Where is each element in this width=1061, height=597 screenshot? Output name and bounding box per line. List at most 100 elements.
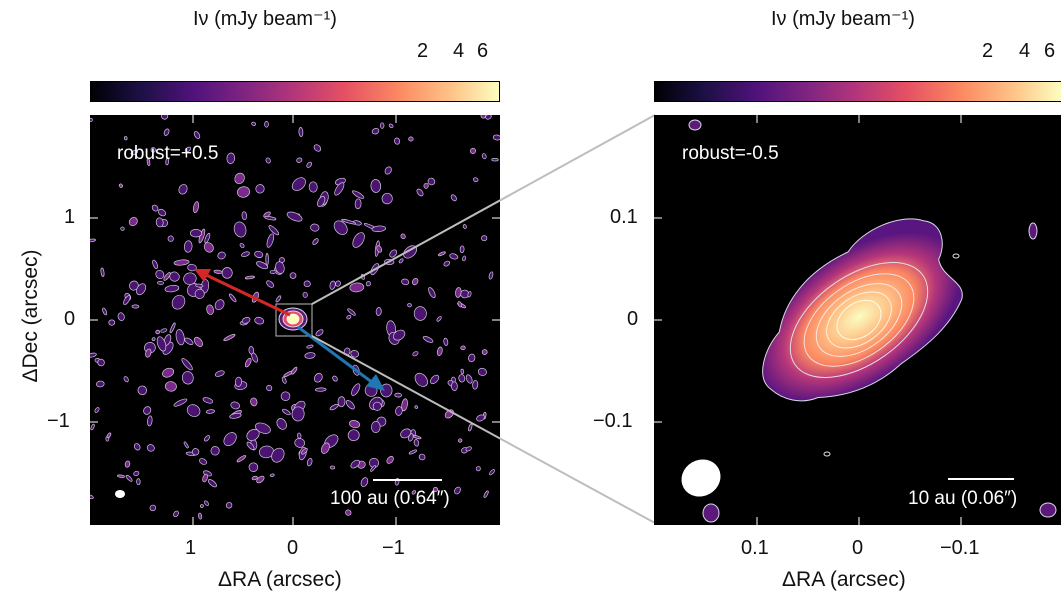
noise-blob — [147, 415, 153, 427]
noise-blob — [414, 372, 428, 387]
noise-blob — [203, 242, 214, 253]
noise-blob — [254, 316, 265, 325]
noise-blob — [386, 456, 394, 464]
noise-blob — [349, 420, 360, 429]
noise-blob — [163, 128, 170, 136]
noise-blob — [360, 477, 369, 487]
red-arrow — [201, 271, 291, 317]
noise-blob — [186, 404, 201, 417]
noise-blob — [155, 269, 165, 280]
noise-blob — [254, 250, 264, 258]
noise-blob — [416, 188, 424, 197]
noise-blob — [151, 204, 159, 212]
left-y-tick: −1 — [47, 410, 70, 432]
noise-blob — [146, 444, 155, 452]
noise-blob — [193, 201, 199, 214]
noise-blob — [349, 282, 365, 293]
noise-blob — [276, 418, 287, 430]
noise-blob — [184, 146, 191, 153]
noise-blob — [469, 147, 477, 154]
right-scalebar-label: 10 au (0.06″) — [908, 488, 1018, 509]
left-y-tick: 0 — [64, 308, 76, 330]
noise-blob — [380, 122, 385, 129]
noise-blob — [394, 392, 403, 398]
noise-blob — [214, 299, 225, 311]
noise-blob — [481, 349, 488, 355]
noise-blob — [436, 316, 442, 322]
left-x-tick: −1 — [382, 537, 405, 559]
left-colorbar-tick: 6 — [477, 40, 489, 62]
noise-blob — [90, 238, 96, 243]
right-x-tick: −0.1 — [940, 537, 980, 559]
noise-blob — [178, 184, 188, 195]
noise-blob — [120, 226, 125, 231]
noise-blob — [329, 280, 336, 290]
noise-blob — [239, 243, 245, 248]
noise-blob — [291, 406, 305, 422]
noise-blob — [223, 333, 236, 342]
noise-blob — [233, 221, 247, 238]
noise-blob — [462, 255, 467, 262]
noise-blob — [151, 337, 156, 341]
noise-blob — [169, 322, 176, 334]
noise-blob — [451, 381, 458, 391]
noise-blob — [226, 152, 236, 164]
noise-blob — [457, 301, 462, 308]
noise-blob — [164, 284, 180, 293]
noise-blob — [302, 291, 308, 298]
noise-blob — [428, 287, 436, 299]
noise-blob — [234, 376, 243, 387]
noise-blob — [345, 400, 355, 410]
noise-blob — [183, 441, 189, 449]
noise-blob — [150, 147, 156, 153]
noise-blob — [268, 225, 280, 236]
noise-blob — [286, 211, 303, 222]
noise-blob — [347, 308, 356, 316]
right-robust-label: robust=-0.5 — [682, 143, 779, 164]
noise-blob — [225, 502, 233, 509]
noise-blob — [236, 455, 247, 463]
noise-blob — [202, 397, 214, 404]
noise-blob — [206, 304, 214, 315]
central-source — [762, 218, 963, 402]
noise-blob — [294, 438, 306, 448]
noise-blob — [248, 462, 259, 472]
noise-blob — [306, 161, 313, 168]
noise-blob — [347, 429, 360, 442]
noise-blob — [476, 414, 485, 422]
noise-blob — [228, 293, 237, 303]
noise-blob — [265, 157, 271, 164]
right-colorbar-tick: 6 — [1044, 40, 1056, 62]
noise-blob — [438, 251, 446, 257]
left-robust-label: robust=+0.5 — [117, 143, 219, 164]
noise-blob — [297, 432, 302, 439]
noise-blob — [488, 271, 494, 280]
noise-blob — [125, 474, 133, 482]
noise-blob — [427, 177, 436, 186]
noise-blob — [449, 253, 459, 260]
noise-blob — [400, 428, 412, 439]
noise-blob — [96, 380, 105, 388]
noise-blob — [381, 192, 393, 205]
noise-blob — [117, 312, 125, 321]
noise-blob — [398, 258, 404, 264]
noise-blob — [223, 432, 237, 447]
noise-blob — [194, 288, 205, 299]
beam-ellipse — [681, 459, 721, 497]
noise-blob — [264, 121, 269, 128]
noise-blob — [265, 252, 269, 266]
noise-blob — [280, 391, 291, 401]
noise-blob — [408, 136, 414, 142]
noise-blob — [271, 447, 285, 463]
noise-blob — [90, 117, 93, 123]
noise-blob — [458, 438, 463, 443]
noise-blob — [313, 144, 322, 152]
noise-blob — [117, 474, 125, 478]
noise-blob — [462, 224, 467, 229]
noise-blob — [136, 478, 141, 486]
noise-blob — [472, 380, 479, 390]
noise-blob — [458, 374, 466, 383]
noise-blob — [165, 157, 169, 166]
noise-blob — [450, 194, 457, 202]
noise-blob — [460, 345, 466, 351]
